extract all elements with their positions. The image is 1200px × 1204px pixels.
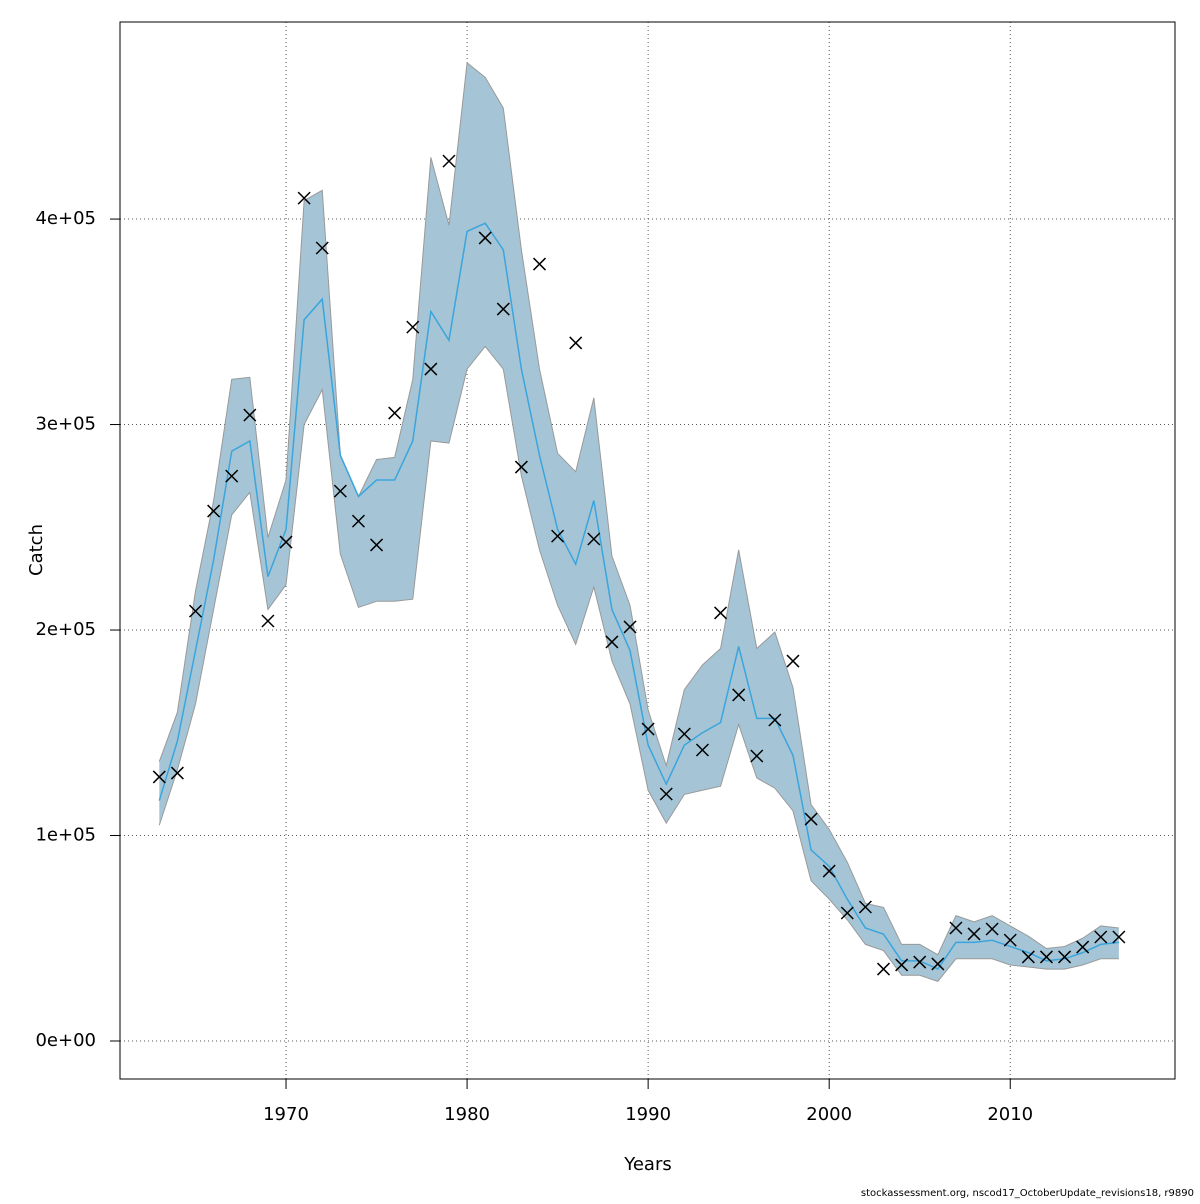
observed-marker [551,529,565,543]
observed-marker [514,460,528,474]
observed-marker [967,927,981,941]
observed-marker [569,336,583,350]
x-tick-label: 1990 [625,1104,671,1125]
observed-marker [985,922,999,936]
y-tick-label: 2e+05 [35,619,96,640]
x-tick-label: 1970 [263,1104,309,1125]
observed-marker [424,362,438,376]
observed-marker [243,408,257,422]
observed-marker [677,727,691,741]
observed-marker [876,962,891,976]
y-tick-label: 1e+05 [35,825,96,846]
estimate-line [158,222,1119,971]
observed-marker [188,604,203,618]
y-tick-label: 3e+05 [35,414,96,435]
observed-marker [1003,933,1017,947]
observed-marker [1058,950,1072,964]
observed-marker [714,606,728,620]
observed-marker [1039,950,1053,964]
y-axis-label: Catch [26,524,47,576]
observed-marker [786,654,800,668]
plot-frame [119,21,1176,1080]
observed-marker [1112,930,1126,944]
observed-marker [370,538,384,552]
observed-marker [261,614,275,628]
observed-marker [895,958,909,972]
observed-marker [659,787,673,801]
observed-marker [225,469,239,483]
observed-marker [732,688,746,702]
observed-marker [207,504,221,518]
observed-marker [1094,930,1108,944]
x-tick-label: 2010 [987,1104,1033,1125]
observed-marker [351,514,365,528]
observed-marker [840,906,854,920]
observed-marker [152,770,166,784]
observed-marker [768,713,782,727]
observed-marker [406,320,420,334]
observed-marker [750,749,764,763]
observed-marker [913,955,927,969]
observed-marker [623,620,637,634]
observed-marker [532,257,547,271]
observed-marker [170,766,184,780]
upper-bound [158,61,1119,956]
observed-marker [858,900,872,914]
observed-marker [605,635,619,649]
observed-marker [442,154,456,168]
observed-marker [333,484,347,498]
observed-marker [1076,940,1090,954]
y-tick-label: 4e+05 [35,208,96,229]
observed-marker [949,921,963,935]
observed-marker [804,812,818,826]
observed-marker [279,535,293,549]
observed-marker [315,241,329,255]
observed-marker [478,231,492,245]
observed-marker [496,302,510,316]
y-tick-label: 0e+00 [35,1030,96,1051]
x-axis-label: Years [623,1154,672,1175]
confidence-band [159,62,1119,982]
footer: stockassessment.org, nscod17_OctoberUpda… [861,1188,1194,1199]
observed-marker [641,722,655,736]
observed-marker [388,406,402,420]
observed-marker [587,532,601,546]
x-tick-label: 2000 [806,1104,852,1125]
observed-marker [695,743,709,757]
observed-marker [297,191,311,205]
observed-marker [931,957,945,971]
observed-marker [1021,950,1035,964]
observed-marker [822,864,836,878]
x-tick-label: 1980 [444,1104,490,1125]
lower-bound [158,345,1119,982]
